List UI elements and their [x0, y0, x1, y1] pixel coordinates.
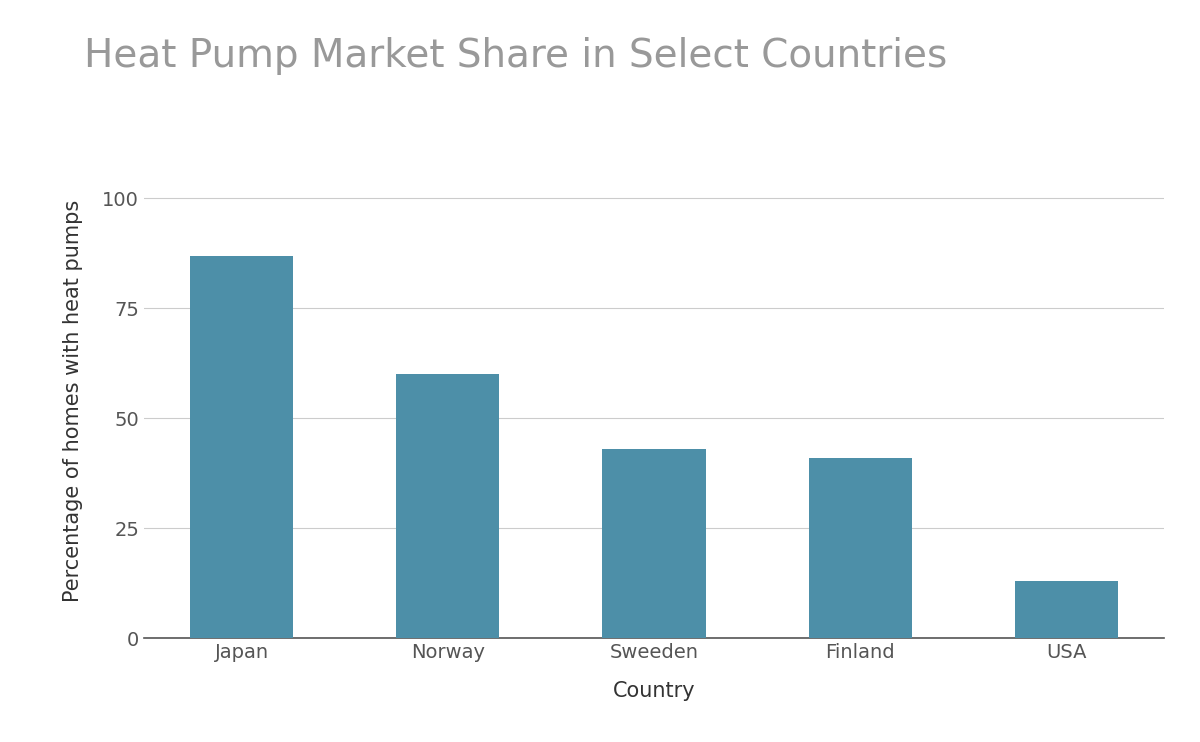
Y-axis label: Percentage of homes with heat pumps: Percentage of homes with heat pumps — [62, 200, 83, 602]
X-axis label: Country: Country — [613, 681, 695, 701]
Text: Heat Pump Market Share in Select Countries: Heat Pump Market Share in Select Countri… — [84, 37, 947, 75]
Bar — [1015, 581, 1117, 638]
Bar — [602, 449, 706, 638]
Bar — [191, 255, 293, 638]
Bar — [396, 374, 499, 638]
Bar — [809, 458, 912, 638]
